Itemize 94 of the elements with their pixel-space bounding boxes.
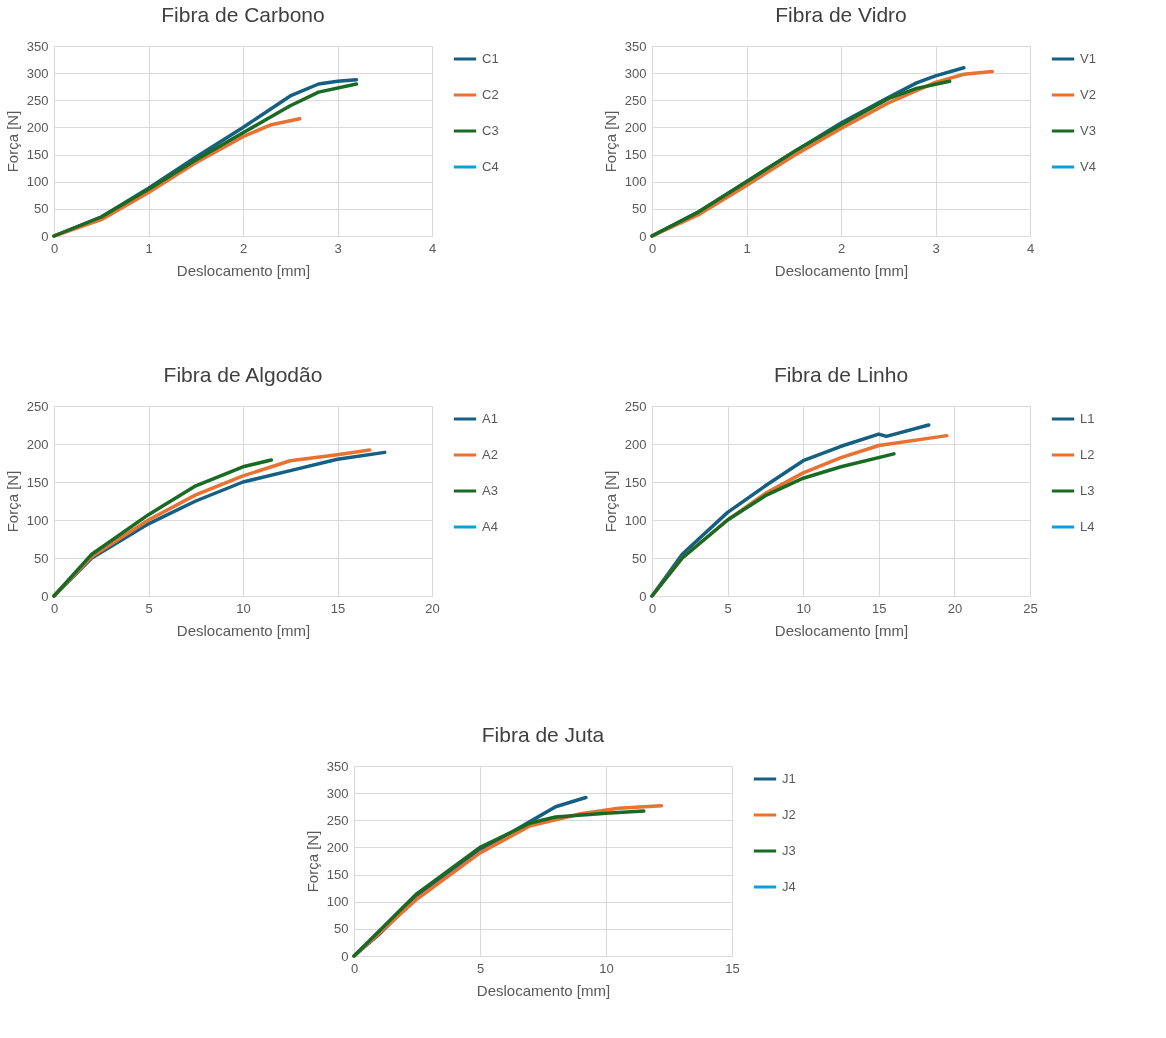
y-tick-label: 0 <box>41 588 49 604</box>
y-tick-label: 100 <box>26 512 49 528</box>
y-tick-label: 50 <box>334 921 349 937</box>
legend-label: J3 <box>782 843 796 858</box>
x-tick-label: 1 <box>743 240 751 256</box>
x-tick-label: 3 <box>334 240 342 256</box>
legend-label: C1 <box>482 51 499 66</box>
x-tick-label: 10 <box>236 600 251 616</box>
y-tick-label: 200 <box>624 436 647 452</box>
legend-label: L3 <box>1080 483 1095 498</box>
x-tick-label: 5 <box>476 960 485 976</box>
y-tick-label: 50 <box>632 550 647 566</box>
y-tick-label: 350 <box>624 38 647 54</box>
y-axis-title: Força [N] <box>3 470 21 533</box>
chart-title: Fibra de Linho <box>773 363 909 386</box>
line-series <box>52 458 274 598</box>
x-axis-title: Deslocamento [mm] <box>176 621 311 639</box>
x-tick-label: 15 <box>330 600 346 616</box>
chart-title: Fibra de Carbono <box>161 3 325 26</box>
x-tick-label: 10 <box>796 600 811 616</box>
y-tick-label: 150 <box>624 147 647 163</box>
chart-title: Fibra de Algodão <box>163 363 323 386</box>
legend-label: J4 <box>782 879 796 894</box>
y-tick-label: 200 <box>26 436 49 452</box>
x-tick-label: 20 <box>425 600 440 616</box>
x-tick-label: 3 <box>932 240 940 256</box>
y-tick-label: 100 <box>624 174 647 190</box>
x-axis-title: Deslocamento [mm] <box>476 981 611 999</box>
line-series <box>650 452 896 598</box>
x-axis-title: Deslocamento [mm] <box>176 261 311 279</box>
legend-label: J2 <box>782 807 796 822</box>
y-tick-label: 300 <box>26 65 49 81</box>
y-tick-label: 350 <box>26 38 49 54</box>
x-axis-title: Deslocamento [mm] <box>774 261 909 279</box>
y-tick-label: 50 <box>34 550 49 566</box>
y-tick-label: 100 <box>26 174 49 190</box>
y-tick-label: 250 <box>26 398 49 414</box>
y-tick-label: 150 <box>326 867 349 883</box>
chart-title: Fibra de Juta <box>481 723 605 746</box>
x-tick-label: 2 <box>837 240 846 256</box>
legend-label: V4 <box>1080 159 1096 174</box>
x-axis-title: Deslocamento [mm] <box>774 621 909 639</box>
y-tick-label: 100 <box>624 512 647 528</box>
legend-label: J1 <box>782 771 796 786</box>
y-axis-title: Força [N] <box>601 110 619 173</box>
y-tick-label: 50 <box>632 201 647 217</box>
legend-label: A1 <box>482 411 498 426</box>
legend-label: A3 <box>482 483 498 498</box>
y-tick-label: 250 <box>26 92 49 108</box>
y-tick-label: 150 <box>26 147 49 163</box>
y-tick-label: 300 <box>326 785 349 801</box>
y-tick-label: 300 <box>624 65 647 81</box>
y-tick-label: 350 <box>326 758 349 774</box>
legend-label: L1 <box>1080 411 1095 426</box>
y-tick-label: 150 <box>624 474 647 490</box>
x-tick-label: 5 <box>724 600 732 616</box>
y-tick-label: 100 <box>326 894 349 910</box>
y-axis-title: Força [N] <box>3 110 21 173</box>
y-axis-title: Força [N] <box>601 470 619 533</box>
legend-label: C3 <box>482 123 499 138</box>
x-tick-label: 2 <box>239 240 248 256</box>
y-tick-label: 200 <box>624 119 647 135</box>
y-tick-label: 250 <box>624 92 647 108</box>
y-tick-label: 250 <box>624 398 647 414</box>
y-tick-label: 0 <box>341 948 349 964</box>
y-tick-label: 50 <box>34 201 49 217</box>
x-tick-label: 1 <box>145 240 153 256</box>
chart-title: Fibra de Vidro <box>775 3 907 26</box>
x-tick-label: 15 <box>872 600 887 616</box>
x-tick-label: 4 <box>1026 240 1035 256</box>
legend-label: L2 <box>1080 447 1095 462</box>
y-tick-label: 200 <box>326 839 349 855</box>
x-tick-label: 4 <box>428 240 437 256</box>
y-tick-label: 0 <box>639 588 647 604</box>
x-tick-label: 20 <box>947 600 963 616</box>
y-tick-label: 0 <box>41 228 49 244</box>
x-tick-label: 10 <box>599 960 614 976</box>
y-tick-label: 250 <box>326 812 349 828</box>
y-tick-label: 0 <box>639 228 647 244</box>
x-tick-label: 25 <box>1023 600 1038 616</box>
y-tick-label: 200 <box>26 119 49 135</box>
legend-label: L4 <box>1080 519 1095 534</box>
legend-label: A4 <box>482 519 498 534</box>
x-tick-label: 5 <box>145 600 153 616</box>
legend-label: A2 <box>482 447 498 462</box>
y-tick-label: 150 <box>26 474 49 490</box>
legend-label: V3 <box>1080 123 1096 138</box>
y-axis-title: Força [N] <box>303 830 321 893</box>
legend-label: C4 <box>482 159 499 174</box>
legend-label: V1 <box>1080 51 1096 66</box>
legend-label: V2 <box>1080 87 1096 102</box>
x-tick-label: 0 <box>350 960 359 976</box>
legend-label: C2 <box>482 87 499 102</box>
x-tick-label: 15 <box>725 960 740 976</box>
